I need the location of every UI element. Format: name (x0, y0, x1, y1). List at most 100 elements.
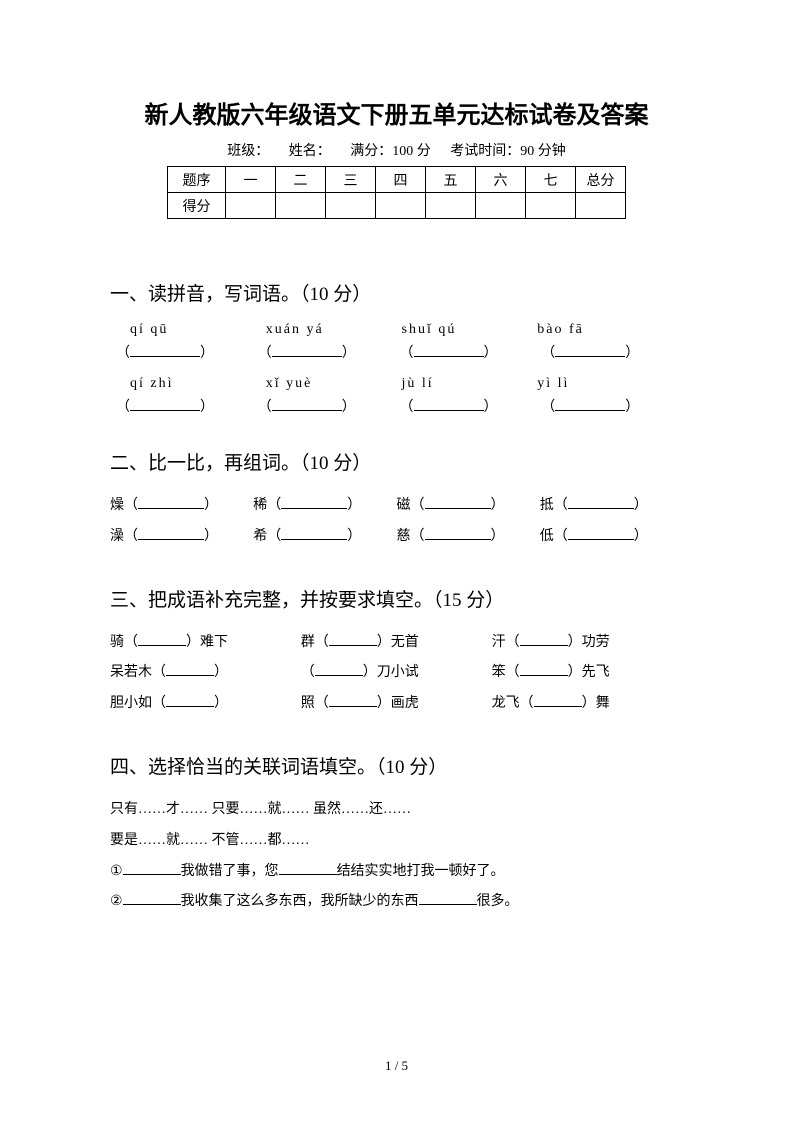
section-3-title: 三、把成语补充完整，并按要求填空。（15 分） (110, 585, 683, 612)
pinyin-item: jù lí (402, 376, 538, 392)
page-number: 1 / 5 (0, 1058, 793, 1074)
idiom-item[interactable]: 胆小如（） (110, 689, 301, 720)
answer-blank[interactable]: （） (541, 342, 683, 362)
idiom-suf: ）难下 (186, 635, 228, 650)
compare-item[interactable]: 抵（） (540, 491, 683, 522)
idiom-pre: 汗（ (492, 635, 520, 650)
score-cell[interactable] (226, 193, 276, 219)
compare-item[interactable]: 慈（） (397, 522, 540, 553)
idiom-suf: ）功劳 (568, 635, 610, 650)
pinyin-row-1: qí qū xuán yá shuǐ qú bào fā (110, 322, 683, 338)
pinyin-item: bào fā (537, 322, 673, 338)
char: 磁 (397, 498, 411, 513)
score-cell[interactable] (476, 193, 526, 219)
answer-blank[interactable]: （） (258, 342, 400, 362)
idiom-suf: ）舞 (582, 696, 610, 711)
question-2[interactable]: ② 我收集了这么多东西，我所缺少的东西 很多。 (110, 887, 683, 918)
idiom-pre: 笨（ (492, 665, 520, 680)
char: 慈 (397, 529, 411, 544)
header-label: 题序 (168, 167, 226, 193)
q1-num: ① (110, 864, 123, 879)
col-total: 总分 (576, 167, 626, 193)
score-header-row: 题序 一 二 三 四 五 六 七 总分 (168, 167, 626, 193)
duration: 考试时间：90 分钟 (450, 144, 566, 159)
pinyin-row-2: qí zhì xǐ yuè jù lí yì lì (110, 376, 683, 392)
q2-mid: 我收集了这么多东西，我所缺少的东西 (181, 894, 419, 909)
col-4: 四 (376, 167, 426, 193)
char: 澡 (110, 529, 124, 544)
section-1-title: 一、读拼音，写词语。（10 分） (110, 279, 683, 306)
answer-row-1: （） （） （） （） (110, 342, 683, 362)
score-cell[interactable] (326, 193, 376, 219)
idiom-row-1: 骑（ ）难下 群（ ）无首 汗（ ）功劳 (110, 628, 683, 659)
pinyin-item: xǐ yuè (266, 376, 402, 392)
compare-item[interactable]: 低（） (540, 522, 683, 553)
answer-blank[interactable]: （） (541, 396, 683, 416)
idiom-row-3: 胆小如（） 照（）画虎 龙飞（ ）舞 (110, 689, 683, 720)
answer-blank[interactable]: （） (258, 396, 400, 416)
idiom-pre: 骑（ (110, 635, 138, 650)
idiom-item[interactable]: （ ）刀小试 (301, 658, 492, 689)
meta-line: 班级： 姓名： 满分：100 分 考试时间：90 分钟 (110, 140, 683, 160)
col-3: 三 (326, 167, 376, 193)
col-5: 五 (426, 167, 476, 193)
idiom-item[interactable]: 汗（ ）功劳 (492, 628, 683, 659)
answer-blank[interactable]: （） (400, 342, 542, 362)
section-2-title: 二、比一比，再组词。（10 分） (110, 448, 683, 475)
compare-item[interactable]: 燥（） (110, 491, 253, 522)
idiom-pre: 群（ (301, 635, 329, 650)
idiom-row-2: 呆若木（） （ ）刀小试 笨（ ）先飞 (110, 658, 683, 689)
compare-item[interactable]: 希（） (253, 522, 396, 553)
char: 燥 (110, 498, 124, 513)
full-score: 满分：100 分 (350, 144, 431, 159)
idiom-suf: ）先飞 (568, 665, 610, 680)
answer-blank[interactable]: （） (116, 396, 258, 416)
col-1: 一 (226, 167, 276, 193)
idiom-suf: ） (214, 665, 228, 680)
idiom-pre: 照（ (301, 696, 329, 711)
idiom-item[interactable]: 骑（ ）难下 (110, 628, 301, 659)
section-4-title: 四、选择恰当的关联词语填空。（10 分） (110, 752, 683, 779)
score-cell[interactable] (576, 193, 626, 219)
col-2: 二 (276, 167, 326, 193)
col-7: 七 (526, 167, 576, 193)
q1-end: 结结实实地打我一顿好了。 (337, 864, 505, 879)
score-cell[interactable] (376, 193, 426, 219)
idiom-item[interactable]: 龙飞（ ）舞 (492, 689, 683, 720)
conj-options-1: 只有……才…… 只要……就…… 虽然……还…… (110, 795, 683, 826)
char: 抵 (540, 498, 554, 513)
idiom-suf: ）无首 (377, 635, 419, 650)
answer-blank[interactable]: （） (116, 342, 258, 362)
compare-row-2: 澡（） 希（） 慈（） 低（） (110, 522, 683, 553)
idiom-pre: 龙飞（ (492, 696, 534, 711)
q2-num: ② (110, 894, 123, 909)
q2-end: 很多。 (477, 894, 519, 909)
col-6: 六 (476, 167, 526, 193)
score-value-row: 得分 (168, 193, 626, 219)
char: 低 (540, 529, 554, 544)
idiom-item[interactable]: 呆若木（） (110, 658, 301, 689)
idiom-item[interactable]: 群（ ）无首 (301, 628, 492, 659)
idiom-item[interactable]: 照（）画虎 (301, 689, 492, 720)
pinyin-item: yì lì (537, 376, 673, 392)
score-cell[interactable] (426, 193, 476, 219)
char: 稀 (253, 498, 267, 513)
answer-row-2: （） （） （） （） (110, 396, 683, 416)
pinyin-item: qí zhì (130, 376, 266, 392)
idiom-suf: ）刀小试 (363, 665, 419, 680)
idiom-item[interactable]: 笨（ ）先飞 (492, 658, 683, 689)
class-label: 班级： (227, 144, 269, 159)
document-title: 新人教版六年级语文下册五单元达标试卷及答案 (110, 95, 683, 130)
compare-item[interactable]: 稀（） (253, 491, 396, 522)
answer-blank[interactable]: （） (400, 396, 542, 416)
score-cell[interactable] (526, 193, 576, 219)
score-table: 题序 一 二 三 四 五 六 七 总分 得分 (167, 166, 626, 219)
idiom-pre: （ (301, 665, 315, 680)
score-cell[interactable] (276, 193, 326, 219)
pinyin-item: shuǐ qú (402, 322, 538, 338)
question-1[interactable]: ①我做错了事，您结结实实地打我一顿好了。 (110, 857, 683, 888)
compare-item[interactable]: 澡（） (110, 522, 253, 553)
compare-item[interactable]: 磁（） (397, 491, 540, 522)
idiom-suf: ） (214, 696, 228, 711)
conj-options-2: 要是……就…… 不管……都…… (110, 826, 683, 857)
